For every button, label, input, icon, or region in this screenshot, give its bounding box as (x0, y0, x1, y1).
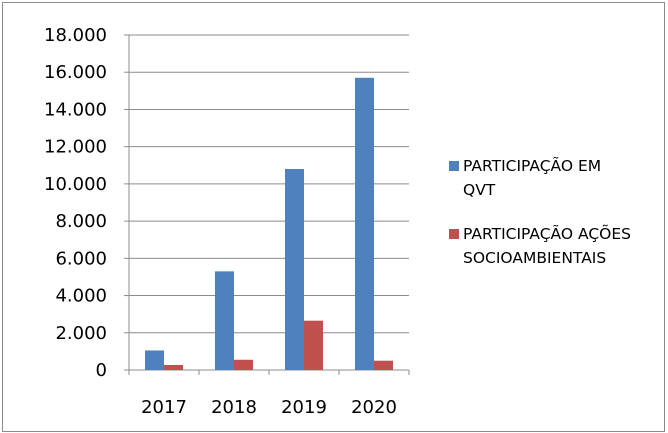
legend-swatch (449, 229, 459, 239)
bar-socioambientais-2020 (374, 360, 393, 370)
y-tick-label: 12.000 (44, 137, 107, 158)
x-tick-label: 2019 (281, 397, 327, 418)
bar-socioambientais-2018 (234, 359, 253, 370)
bar-qvt-2017 (145, 350, 164, 370)
legend-label: PARTICIPAÇÃO AÇÕES (463, 224, 631, 243)
y-axis-tick-labels: 0 2.000 4.000 6.000 8.000 10.000 12.000 14.000 1… (44, 25, 107, 381)
y-tick-label: 4.000 (55, 286, 107, 307)
legend-label: PARTICIPAÇÃO EM (463, 156, 601, 175)
bar-qvt-2018 (215, 271, 234, 370)
bar-chart: 0 2.000 4.000 6.000 8.000 10.000 12.000 14.000 1… (44, 25, 631, 418)
y-tick-label: 8.000 (55, 211, 107, 232)
x-tick-label: 2020 (351, 397, 397, 418)
bar-qvt-2020 (355, 77, 374, 371)
bars (145, 77, 393, 371)
y-tick-label: 10.000 (44, 174, 107, 195)
y-tick-label: 2.000 (55, 323, 107, 344)
x-axis-tick-labels: 2017 2018 2019 2020 (141, 397, 397, 418)
y-tick-label: 18.000 (44, 25, 107, 46)
y-tick-label: 16.000 (44, 62, 107, 83)
bar-socioambientais-2019 (304, 320, 323, 370)
bar-qvt-2019 (285, 169, 304, 370)
legend-swatch (449, 161, 459, 171)
y-tick-label: 0 (96, 360, 107, 381)
y-tick-label: 14.000 (44, 99, 107, 120)
x-tick-label: 2018 (211, 397, 257, 418)
legend-label: SOCIOAMBIENTAIS (463, 249, 606, 267)
legend-label: QVT (463, 181, 496, 199)
bar-socioambientais-2017 (164, 364, 183, 370)
x-tick-label: 2017 (141, 397, 187, 418)
legend: PARTICIPAÇÃO EM QVT PARTICIPAÇÃO AÇÕES SOCI… (449, 156, 631, 267)
y-tick-label: 6.000 (55, 248, 107, 269)
gridlines (129, 34, 409, 334)
